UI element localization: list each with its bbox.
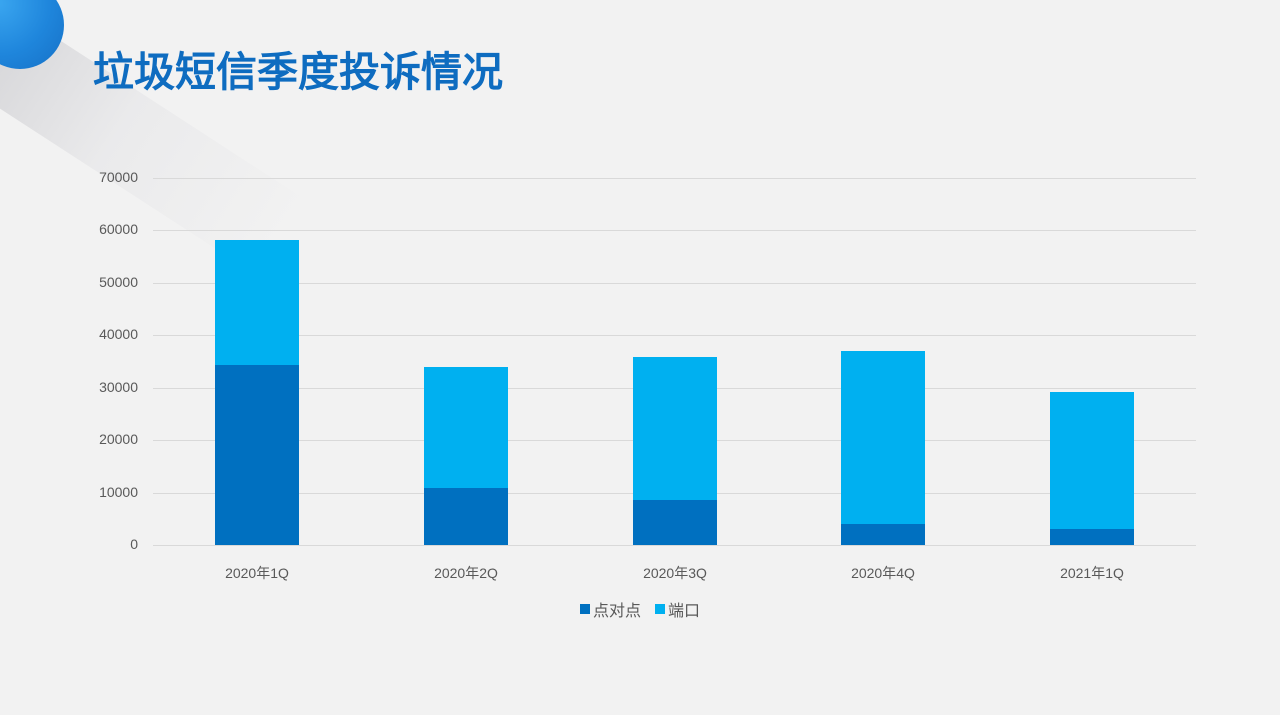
bar-segment-port [841, 351, 925, 524]
x-axis-tick-label: 2021年1Q [1060, 565, 1124, 581]
bar-segment-p2p [424, 488, 508, 545]
bar-segment-p2p [1050, 529, 1134, 545]
bar-segment-port [1050, 392, 1134, 529]
legend-label: 端口 [668, 601, 701, 620]
gridline [153, 283, 1196, 284]
legend-item-port: 端口 [655, 597, 700, 621]
gridline [153, 335, 1196, 336]
bar-segment-p2p [841, 524, 925, 545]
y-axis-tick-label: 40000 [99, 326, 138, 342]
x-axis-tick-label: 2020年3Q [643, 565, 707, 581]
legend-item-p2p: 点对点 [579, 597, 641, 621]
x-axis-tick-label: 2020年1Q [225, 565, 289, 581]
legend-swatch-icon [579, 604, 590, 614]
y-axis-tick-label: 70000 [99, 169, 138, 185]
gridline [153, 230, 1196, 231]
y-axis-tick-label: 10000 [99, 484, 138, 500]
bar-segment-port [424, 367, 508, 488]
x-axis-tick-label: 2020年4Q [851, 565, 915, 581]
page-title: 垃圾短信季度投诉情况 [93, 48, 503, 96]
chart-legend: 点对点 端口 [0, 597, 1280, 621]
legend-swatch-icon [655, 604, 665, 614]
legend-label: 点对点 [592, 601, 641, 620]
bar-segment-p2p [215, 365, 299, 545]
y-axis-tick-label: 60000 [99, 221, 138, 237]
y-axis-tick-label: 0 [130, 536, 138, 552]
bar-segment-port [215, 240, 299, 365]
y-axis-tick-label: 30000 [99, 379, 138, 395]
gridline [153, 178, 1196, 179]
bar-segment-port [633, 357, 717, 500]
bar-segment-p2p [633, 500, 717, 545]
gridline [153, 545, 1196, 546]
x-axis-tick-label: 2020年2Q [434, 565, 498, 581]
y-axis-tick-label: 20000 [99, 431, 138, 447]
y-axis-tick-label: 50000 [99, 274, 138, 290]
